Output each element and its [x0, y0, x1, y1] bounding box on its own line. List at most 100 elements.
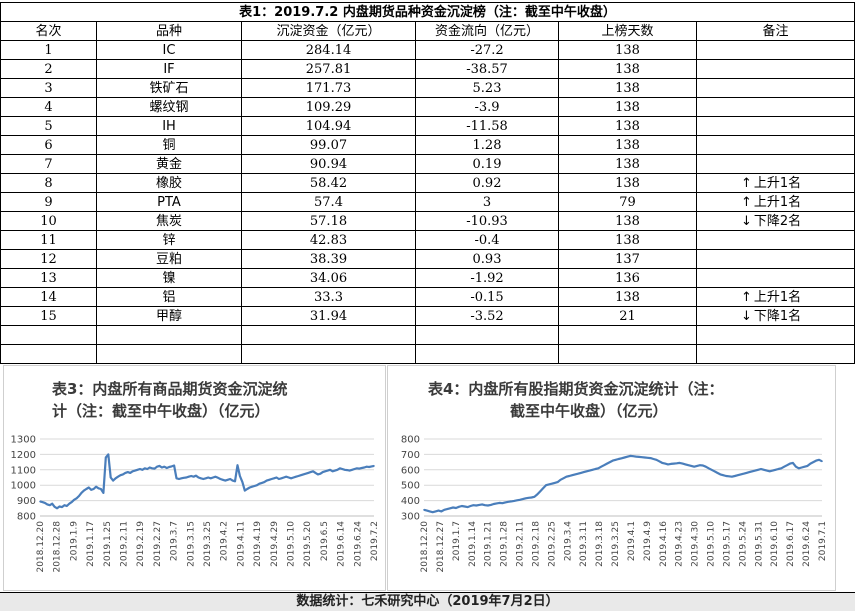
x-tick-label: 2019.5.10	[287, 521, 297, 567]
empty-cell	[96, 344, 242, 364]
data-point	[461, 505, 463, 507]
empty-cell	[0, 325, 97, 345]
arrow-up-icon: ↑	[741, 289, 752, 305]
empty-cell	[241, 344, 416, 364]
data-point	[675, 462, 678, 465]
data-point	[646, 457, 649, 459]
name-cell: 焦炭	[96, 211, 242, 231]
data-point	[519, 499, 521, 501]
rank-cell: 12	[0, 249, 97, 269]
data-point	[687, 464, 690, 466]
data-point	[696, 465, 698, 467]
data-point	[141, 469, 144, 471]
data-point	[53, 506, 56, 508]
data-point	[61, 506, 63, 508]
chart-commodity-title-line2: 计（注：截至中午收盘）（亿元）	[52, 402, 270, 420]
name-cell: PTA	[96, 192, 242, 212]
x-tick-label: 2019.6.24	[802, 521, 812, 567]
data-point	[580, 472, 582, 474]
x-tick-label: 2019.6.17	[786, 521, 796, 567]
data-point	[148, 466, 151, 469]
data-point	[41, 501, 44, 503]
data-point	[551, 482, 553, 485]
data-point	[710, 469, 713, 471]
table-row: 12 豆粕 38.39 0.93 137	[0, 249, 855, 269]
data-point	[458, 506, 460, 508]
data-point	[644, 456, 646, 459]
data-point	[129, 472, 131, 474]
data-point	[434, 510, 437, 513]
table-row: 8 橡胶 58.42 0.92 138 ↑ 上升1名	[0, 173, 855, 193]
data-point	[358, 467, 361, 470]
days-cell: 138	[558, 211, 697, 231]
data-point	[478, 504, 480, 506]
x-tick-label: 2019.5.10	[707, 521, 717, 567]
flow-cell: 3	[415, 192, 559, 212]
data-point	[256, 484, 258, 486]
data-point	[490, 504, 492, 506]
data-point	[319, 472, 322, 475]
data-point	[667, 463, 669, 466]
data-point	[307, 472, 310, 474]
flow-cell: -3.9	[415, 97, 559, 117]
note-cell	[696, 268, 855, 288]
data-point	[46, 503, 49, 506]
data-point	[617, 458, 620, 460]
y-tick-label: 1100	[11, 465, 36, 476]
data-point	[574, 473, 576, 476]
arrow-up-icon: ↑	[741, 194, 752, 210]
x-tick-label: 2019.1.28	[500, 521, 510, 567]
data-point	[241, 481, 244, 483]
data-point	[285, 475, 288, 478]
data-point	[591, 469, 594, 471]
data-point	[185, 476, 188, 479]
data-point	[334, 469, 336, 472]
data-point	[97, 487, 100, 490]
note-cell	[696, 230, 855, 250]
arrow-down-icon: ↓	[741, 308, 752, 324]
data-point	[774, 469, 777, 471]
data-point	[324, 470, 327, 473]
data-point	[236, 464, 239, 466]
days-cell: 138	[558, 40, 697, 60]
data-point	[516, 499, 518, 502]
x-tick-label: 2018.12.20	[420, 521, 430, 573]
data-point	[524, 497, 527, 500]
name-cell: 螺纹钢	[96, 97, 242, 117]
data-point	[283, 476, 285, 479]
days-cell: 79	[558, 192, 697, 212]
data-point	[661, 462, 663, 464]
empty-row	[0, 344, 855, 364]
note-cell	[696, 135, 855, 155]
data-point	[190, 475, 192, 477]
days-cell: 137	[558, 249, 697, 269]
data-point	[463, 505, 466, 508]
data-point	[158, 465, 161, 467]
data-point	[623, 456, 626, 459]
rank-cell: 5	[0, 116, 97, 136]
data-point	[803, 465, 806, 468]
days-cell: 138	[558, 173, 697, 193]
data-point	[44, 502, 46, 504]
arrow-down-icon: ↓	[741, 213, 752, 229]
x-tick-label: 2019.2.27	[153, 521, 163, 567]
data-point	[658, 460, 661, 463]
data-point	[466, 506, 469, 508]
data-point	[522, 498, 524, 500]
data-point	[146, 468, 149, 470]
x-tick-label: 2018.12.28	[53, 521, 63, 573]
rank-cell: 6	[0, 135, 97, 155]
data-point	[629, 455, 632, 457]
data-point	[556, 481, 559, 483]
chart-commodity: 表3：内盘所有商品期货资金沉淀统 计（注：截至中午收盘）（亿元） 800 900 1…	[3, 365, 386, 591]
data-point	[119, 474, 122, 476]
data-point	[760, 468, 762, 470]
data-point	[209, 477, 212, 480]
data-point	[187, 475, 190, 478]
amount-cell: 42.83	[241, 230, 416, 250]
x-tick-label: 2019.4.9	[643, 521, 653, 561]
data-point	[273, 477, 275, 480]
x-tick-label: 2019.6.5	[320, 521, 330, 561]
rank-cell: 11	[0, 230, 97, 250]
data-point	[612, 459, 614, 462]
